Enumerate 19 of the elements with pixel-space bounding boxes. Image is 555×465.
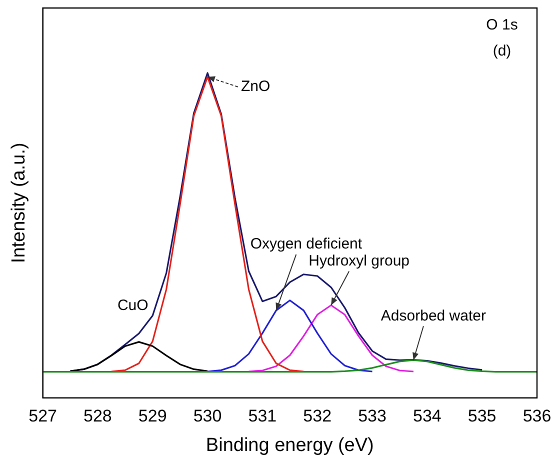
annotation: ZnO — [240, 78, 270, 96]
x-tick-label: 536 — [522, 406, 552, 426]
x-tick-label: 535 — [468, 406, 496, 426]
text: O 1s — [486, 16, 518, 34]
x-tick-label: 530 — [193, 406, 222, 426]
x-axis-title: Binding energy (eV) — [206, 434, 374, 456]
x-tick-label: 534 — [412, 406, 442, 426]
text: (d) — [492, 42, 512, 60]
x-tick-label: 531 — [248, 406, 277, 426]
annotation: Oxygen deficient — [250, 236, 363, 253]
annotation: Hydroxyl group — [308, 252, 410, 270]
x-tick-label: 533 — [358, 406, 386, 426]
x-tick-label: 532 — [303, 406, 332, 426]
annotation: Adsorbed water — [380, 307, 486, 324]
annotation: CuO — [117, 297, 148, 314]
x-tick-label: 529 — [138, 406, 167, 426]
x-tick-label: 527 — [28, 406, 57, 426]
x-tick-label: 528 — [84, 406, 112, 426]
y-axis-title: Intensity (a.u.) — [8, 142, 30, 264]
